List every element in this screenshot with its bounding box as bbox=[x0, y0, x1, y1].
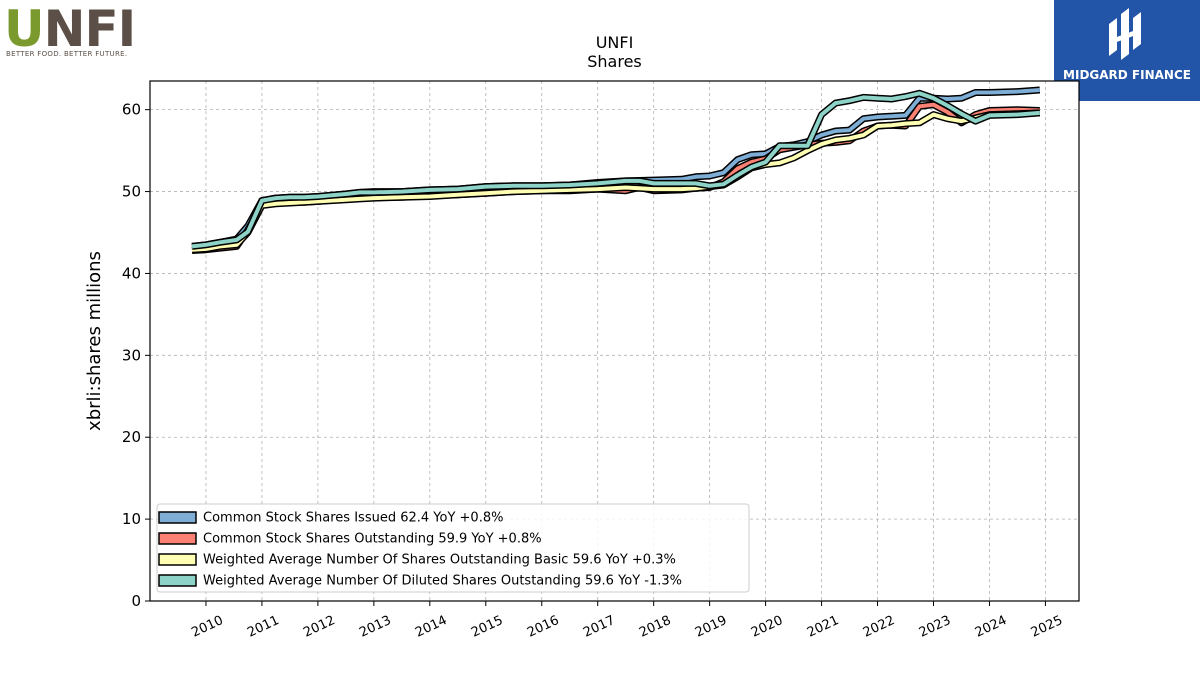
y-tick-label: 10 bbox=[122, 510, 141, 528]
series-fill bbox=[191, 110, 1040, 252]
x-tick-label: 2014 bbox=[413, 613, 449, 641]
y-axis-label: xbrli:shares millions bbox=[84, 251, 105, 431]
y-tick-label: 60 bbox=[122, 101, 141, 119]
y-tick-label: 40 bbox=[122, 264, 141, 282]
series-4-line bbox=[191, 89, 1041, 250]
series-areas bbox=[191, 86, 1041, 254]
y-tick-label: 20 bbox=[122, 428, 141, 446]
legend-swatch bbox=[158, 553, 197, 566]
x-tick-label: 2010 bbox=[189, 613, 225, 641]
x-tick-label: 2020 bbox=[749, 613, 785, 641]
series-fill bbox=[191, 91, 1040, 249]
legend-label: Weighted Average Number Of Diluted Share… bbox=[203, 574, 682, 589]
x-tick-label: 2019 bbox=[693, 613, 729, 641]
y-tick-label: 50 bbox=[122, 183, 141, 201]
x-tick-label: 2012 bbox=[301, 613, 337, 641]
legend-swatch bbox=[158, 574, 197, 587]
series-3-line bbox=[191, 109, 1040, 254]
legend-swatch bbox=[158, 532, 197, 545]
plot-frame bbox=[149, 80, 1080, 602]
y-tick-label: 0 bbox=[131, 592, 141, 610]
x-tick-label: 2018 bbox=[637, 613, 673, 641]
x-tick-label: 2023 bbox=[917, 613, 953, 641]
legend-label: Common Stock Shares Outstanding 59.9 YoY… bbox=[203, 532, 542, 547]
x-tick-label: 2021 bbox=[805, 613, 841, 641]
x-axis-ticks: 2010 2011 2012 2013 2014 2015 2016 2017 2018 2019… bbox=[189, 601, 1065, 641]
chart-title: UNFI bbox=[596, 33, 634, 52]
legend-label: Common Stock Shares Issued 62.4 YoY +0.8… bbox=[203, 511, 503, 526]
x-tick-label: 2022 bbox=[861, 613, 897, 641]
x-tick-label: 2016 bbox=[525, 613, 561, 641]
unfi-logo: UNFI BETTER FOOD. BETTER FUTURE. bbox=[4, 4, 136, 60]
legend-label: Weighted Average Number Of Shares Outsta… bbox=[203, 553, 676, 568]
unfi-logo-mark: UNFI bbox=[4, 0, 136, 58]
midgard-finance-logo: MIDGARD FINANCE bbox=[1054, 0, 1200, 101]
x-tick-label: 2025 bbox=[1029, 613, 1065, 641]
y-axis-ticks: 0 10 20 30 40 50 60 bbox=[122, 101, 150, 610]
unfi-logo-tagline: BETTER FOOD. BETTER FUTURE. bbox=[6, 50, 128, 58]
midgard-finance-name: MIDGARD FINANCE bbox=[1063, 68, 1191, 82]
x-tick-label: 2013 bbox=[357, 613, 393, 641]
y-tick-label: 30 bbox=[122, 346, 141, 364]
x-tick-label: 2011 bbox=[245, 613, 281, 641]
legend-swatch bbox=[158, 511, 197, 524]
x-tick-label: 2024 bbox=[973, 613, 1009, 641]
x-tick-label: 2017 bbox=[581, 613, 617, 641]
chart-subtitle: Shares bbox=[587, 52, 642, 71]
midgard-emblem-icon bbox=[1109, 8, 1141, 60]
legend-box bbox=[156, 503, 750, 593]
legend: Common Stock Shares Issued 62.4 YoY +0.8… bbox=[156, 503, 750, 593]
x-tick-label: 2015 bbox=[469, 613, 505, 641]
